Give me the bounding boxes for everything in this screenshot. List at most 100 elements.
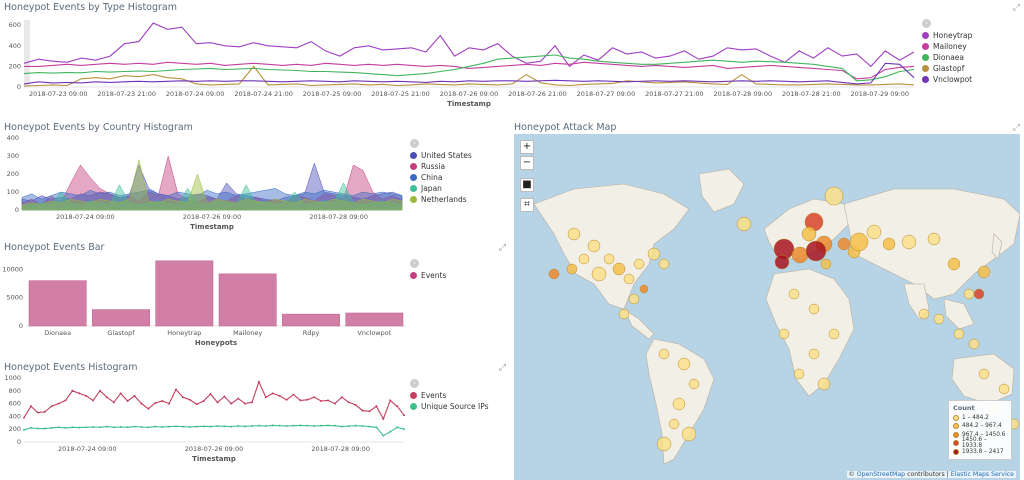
data-point[interactable] xyxy=(154,425,157,428)
data-point[interactable] xyxy=(57,402,60,405)
data-point[interactable] xyxy=(175,388,177,391)
attack-marker[interactable] xyxy=(793,368,805,380)
data-point[interactable] xyxy=(154,401,157,404)
data-point[interactable] xyxy=(354,403,357,406)
data-point[interactable] xyxy=(50,405,53,408)
data-point[interactable] xyxy=(50,426,53,429)
data-point[interactable] xyxy=(119,392,122,395)
attack-marker[interactable] xyxy=(918,308,930,320)
data-point[interactable] xyxy=(327,424,329,427)
data-point[interactable] xyxy=(23,428,25,431)
legend-item[interactable]: Glastopf xyxy=(922,63,972,74)
attack-marker[interactable] xyxy=(633,258,645,270)
data-point[interactable] xyxy=(278,424,281,427)
data-point[interactable] xyxy=(126,400,129,403)
data-point[interactable] xyxy=(195,425,198,428)
data-point[interactable] xyxy=(85,426,88,429)
data-point[interactable] xyxy=(78,392,81,395)
data-point[interactable] xyxy=(43,410,46,413)
data-point[interactable] xyxy=(333,402,336,405)
data-point[interactable] xyxy=(271,392,274,395)
attack-marker[interactable] xyxy=(778,328,790,340)
data-point[interactable] xyxy=(29,405,32,408)
attack-marker[interactable] xyxy=(947,257,961,271)
data-point[interactable] xyxy=(299,399,302,402)
data-point[interactable] xyxy=(29,426,32,429)
data-point[interactable] xyxy=(320,400,323,403)
data-point[interactable] xyxy=(292,393,295,396)
data-point[interactable] xyxy=(188,398,191,401)
attack-marker[interactable] xyxy=(618,308,630,320)
attack-marker[interactable] xyxy=(681,426,697,442)
legend-toggle-icon[interactable]: › xyxy=(410,259,419,268)
attack-marker[interactable] xyxy=(603,253,615,265)
attack-marker[interactable] xyxy=(668,418,680,430)
data-point[interactable] xyxy=(209,393,212,395)
data-point[interactable] xyxy=(375,426,378,429)
data-point[interactable] xyxy=(105,396,108,399)
data-point[interactable] xyxy=(147,426,150,429)
attack-markers[interactable] xyxy=(548,186,1020,452)
data-point[interactable] xyxy=(237,425,240,427)
zoom-in-button[interactable]: + xyxy=(520,140,534,154)
data-point[interactable] xyxy=(368,410,371,413)
attack-marker[interactable] xyxy=(567,227,581,241)
attack-marker[interactable] xyxy=(927,232,941,246)
attack-marker[interactable] xyxy=(866,224,882,240)
expand-icon[interactable]: ⤢ xyxy=(1012,3,1020,13)
legend-item[interactable]: Events xyxy=(410,270,446,281)
attack-marker[interactable] xyxy=(658,258,670,270)
attack-marker[interactable] xyxy=(817,377,831,391)
data-point[interactable] xyxy=(251,425,253,427)
data-point[interactable] xyxy=(340,396,343,399)
legend-item[interactable]: China xyxy=(410,172,472,183)
bar-honeytrap[interactable] xyxy=(155,260,214,327)
data-point[interactable] xyxy=(299,424,302,427)
ems-link[interactable]: Elastic Maps Service xyxy=(950,471,1014,478)
legend-item[interactable]: Honeytrap xyxy=(922,30,972,41)
attack-marker[interactable] xyxy=(658,348,670,360)
crop-button[interactable]: ⌗ xyxy=(520,198,534,212)
bar-mailoney[interactable] xyxy=(218,273,277,327)
data-point[interactable] xyxy=(126,426,129,429)
data-point[interactable] xyxy=(327,399,329,402)
attack-marker[interactable] xyxy=(828,328,840,340)
attack-marker[interactable] xyxy=(882,237,896,251)
legend-toggle-icon[interactable]: › xyxy=(410,379,419,388)
data-point[interactable] xyxy=(403,414,405,417)
bar-vnclowpot[interactable] xyxy=(345,312,404,327)
data-point[interactable] xyxy=(133,394,136,397)
data-point[interactable] xyxy=(223,395,226,398)
attack-marker[interactable] xyxy=(973,288,985,300)
data-point[interactable] xyxy=(285,425,288,427)
data-point[interactable] xyxy=(271,424,274,427)
data-point[interactable] xyxy=(64,399,67,402)
attack-marker[interactable] xyxy=(774,254,790,270)
data-point[interactable] xyxy=(23,416,25,419)
attack-marker[interactable] xyxy=(953,328,965,340)
data-point[interactable] xyxy=(168,402,171,405)
expand-icon[interactable]: ⤢ xyxy=(498,363,506,373)
data-point[interactable] xyxy=(36,427,39,430)
data-point[interactable] xyxy=(112,426,115,429)
attack-marker[interactable] xyxy=(820,258,832,270)
data-point[interactable] xyxy=(257,380,260,383)
attack-marker[interactable] xyxy=(977,265,991,279)
attack-marker[interactable] xyxy=(639,284,649,294)
legend-item[interactable]: Mailoney xyxy=(922,41,972,52)
data-point[interactable] xyxy=(368,425,371,428)
data-point[interactable] xyxy=(168,425,171,428)
data-point[interactable] xyxy=(382,417,385,420)
data-point[interactable] xyxy=(216,425,219,427)
data-point[interactable] xyxy=(347,425,350,427)
data-point[interactable] xyxy=(71,426,74,429)
expand-icon[interactable]: ⤢ xyxy=(1012,123,1020,133)
data-point[interactable] xyxy=(202,400,205,403)
attack-marker[interactable] xyxy=(647,247,661,261)
data-point[interactable] xyxy=(181,425,184,428)
data-point[interactable] xyxy=(278,394,281,397)
data-point[interactable] xyxy=(396,426,399,429)
legend-item[interactable]: United States xyxy=(410,150,472,161)
data-point[interactable] xyxy=(382,434,385,437)
osm-link[interactable]: OpenStreetMap xyxy=(856,471,906,478)
